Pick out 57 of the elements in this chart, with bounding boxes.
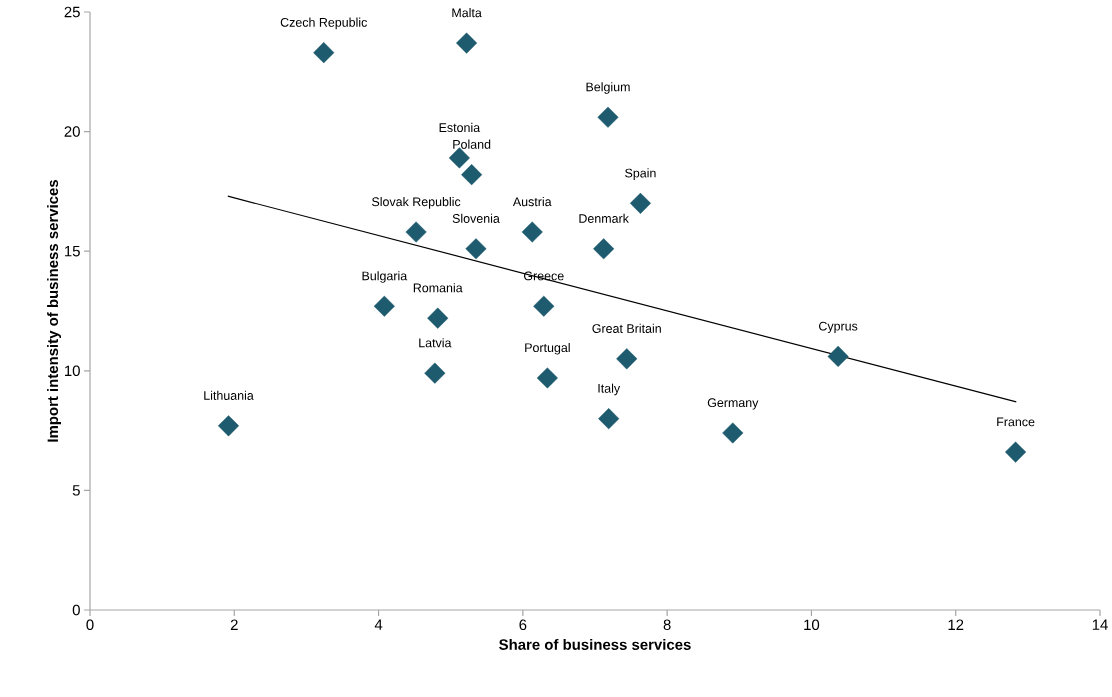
x-tick-label: 14 [1092, 619, 1108, 630]
annotation: Bulgaria [362, 271, 408, 283]
point [427, 307, 449, 329]
point [533, 295, 555, 317]
annotation: France [997, 417, 1035, 427]
x-tick-label: 4 [374, 619, 383, 630]
annotation: Czech Republic [280, 17, 367, 30]
point [536, 367, 558, 389]
point [1005, 441, 1027, 463]
x-tick-label: 8 [663, 619, 671, 631]
annotation: Estonia [439, 122, 481, 133]
annotation: Austria [512, 197, 552, 207]
annotation: Romania [413, 283, 463, 293]
x-tick-label: 10 [804, 619, 820, 631]
y-tick-label: 10 [65, 365, 80, 377]
annotation: Cyprus [819, 321, 858, 334]
annotation: Slovak Republic [372, 197, 461, 209]
point [593, 238, 615, 260]
point [461, 164, 483, 186]
annotation: Lithuania [204, 390, 254, 400]
point [598, 408, 620, 430]
annotation: Latvia [419, 338, 452, 348]
y-tick-label: 25 [64, 6, 80, 18]
annotation: Italy [598, 383, 621, 396]
point [424, 362, 446, 384]
annotation: Germany [707, 398, 759, 410]
point [722, 422, 744, 444]
point [218, 415, 240, 437]
x-axis-title: Share of business services [499, 638, 691, 650]
point [597, 106, 619, 128]
x-tick-label: 6 [519, 619, 527, 631]
annotation: Spain [625, 168, 656, 180]
point [313, 42, 335, 64]
annotation: Denmark [579, 213, 629, 223]
point [521, 221, 543, 243]
point [629, 192, 651, 214]
y-axis-title: Import intensity of business services [47, 179, 62, 442]
y-tick-label: 5 [72, 485, 80, 496]
point [456, 32, 478, 54]
point [616, 348, 638, 370]
point [827, 345, 849, 367]
annotation: Portugal [525, 342, 570, 355]
x-tick-label: 0 [86, 619, 94, 631]
annotation: Great Britain [592, 323, 661, 333]
y-tick-label: 20 [64, 126, 80, 137]
point [405, 221, 427, 243]
point [465, 238, 487, 260]
annotation: Poland [453, 139, 491, 149]
point [448, 147, 470, 169]
annotation: Malta [452, 8, 482, 18]
x-tick-label: 12 [948, 619, 964, 630]
point [373, 295, 395, 317]
y-tick-label: 15 [65, 245, 80, 257]
annotation: Slovenia [452, 213, 500, 223]
annotation: Belgium [586, 82, 630, 94]
x-tick-label: 2 [230, 619, 238, 630]
y-tick-label: 0 [72, 604, 80, 616]
